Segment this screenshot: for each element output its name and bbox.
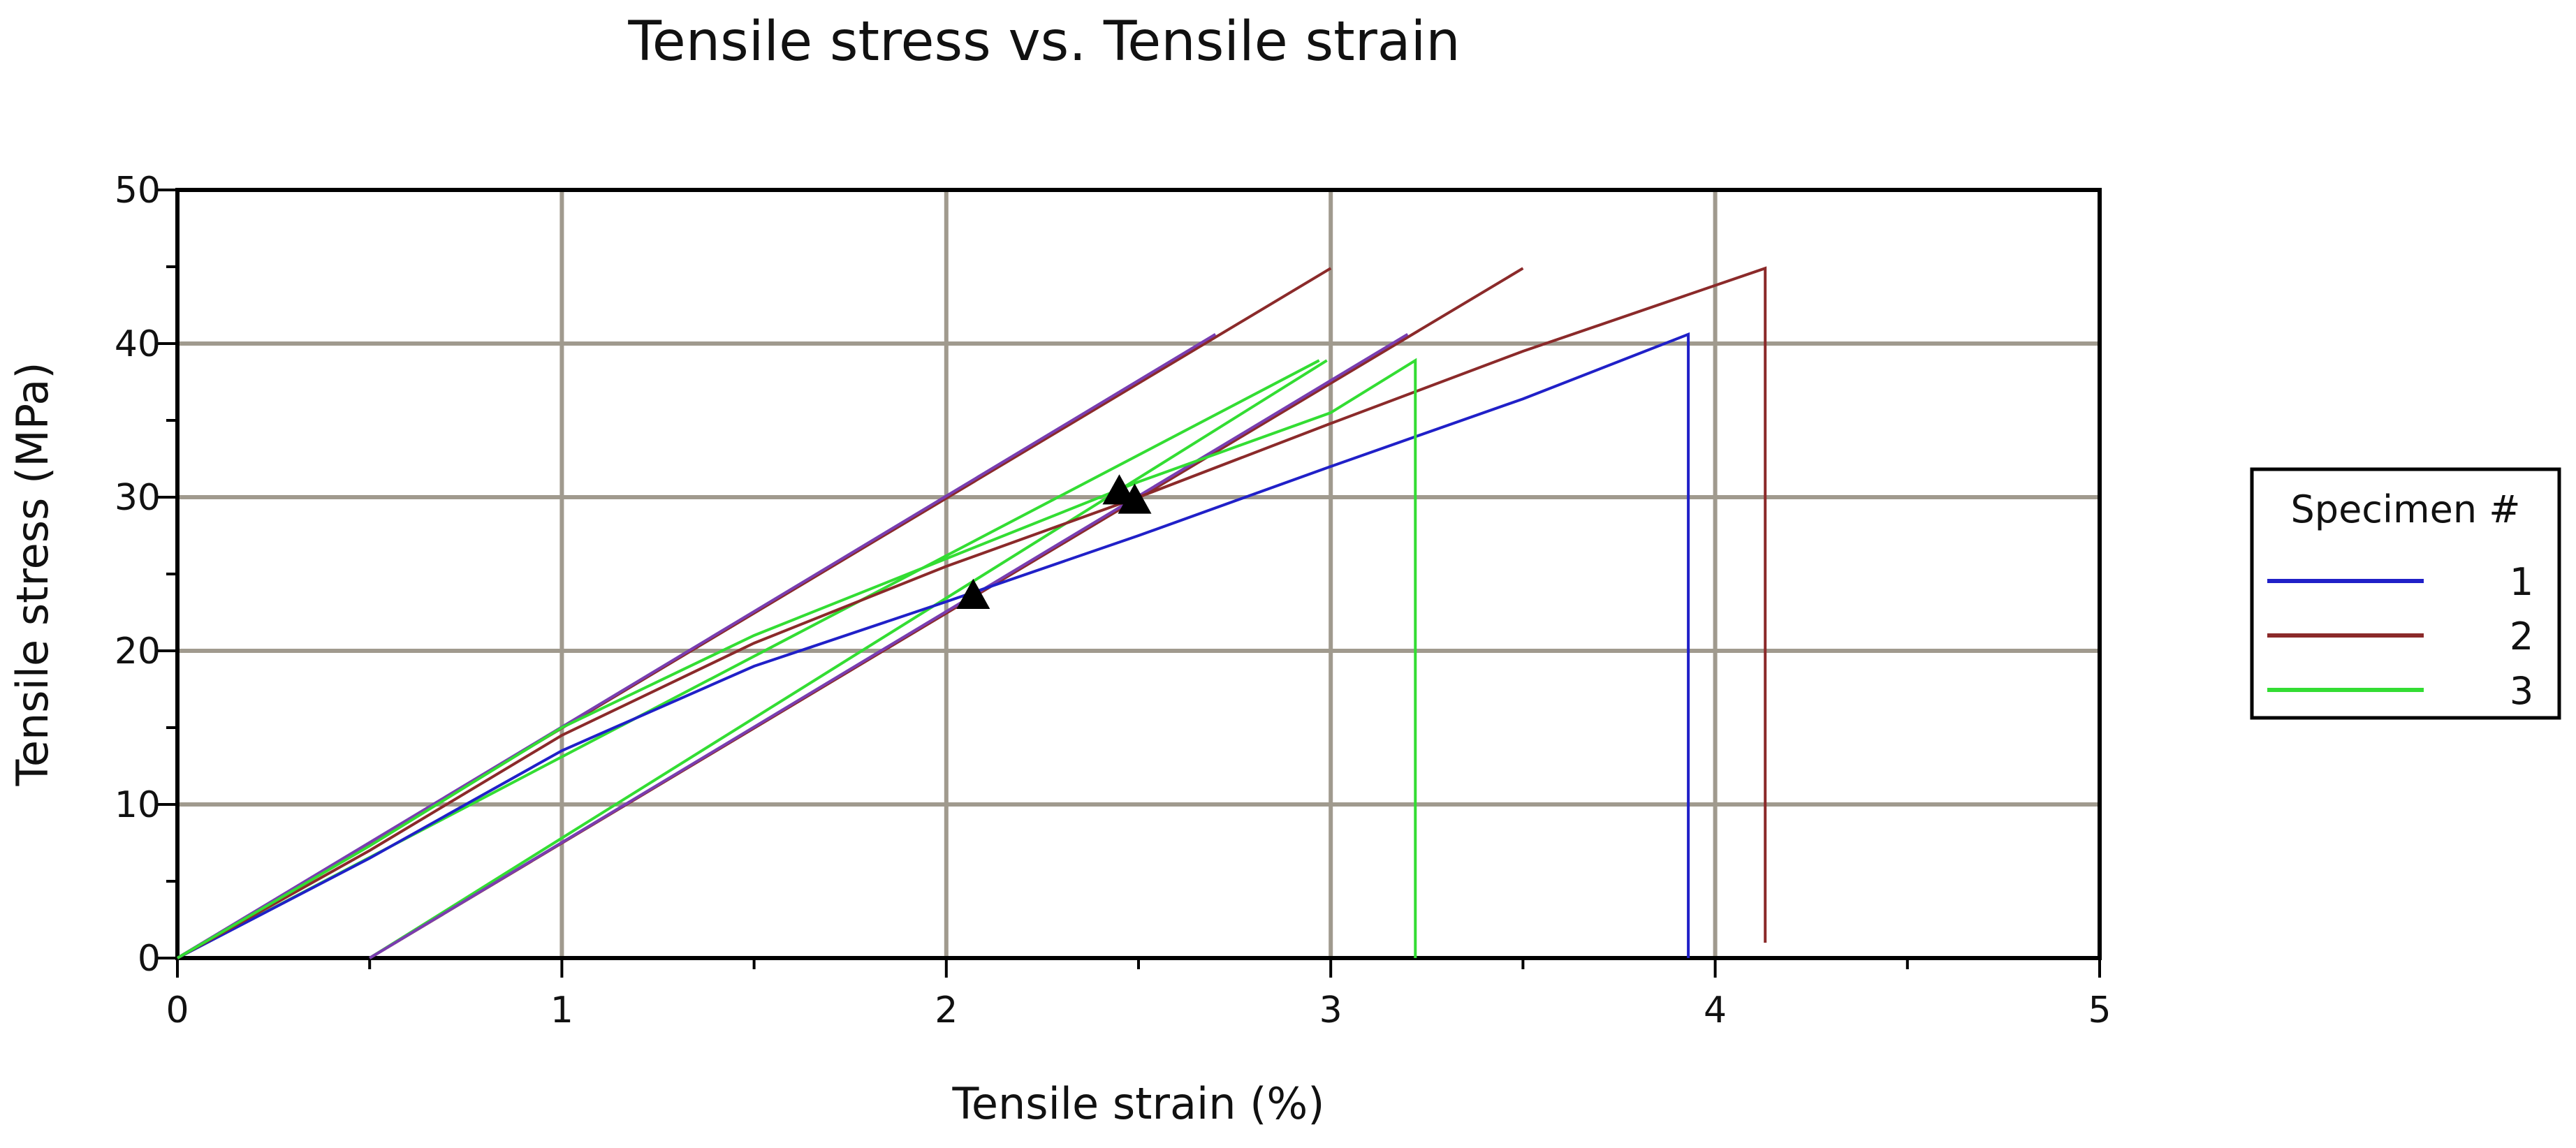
series-1-line xyxy=(177,332,1690,959)
axis-ticks xyxy=(158,189,2101,978)
y-tick-label: 20 xyxy=(115,631,161,672)
y-tick-label: 0 xyxy=(138,938,161,980)
grid-lines xyxy=(177,190,2100,958)
legend-label-2: 2 xyxy=(2510,615,2533,658)
x-tick-label: 0 xyxy=(166,989,189,1031)
offset-line xyxy=(369,359,1328,959)
series-3-line xyxy=(176,358,1417,959)
x-tick-label: 4 xyxy=(1704,989,1727,1031)
x-tick-label: 3 xyxy=(1319,989,1342,1031)
y-tick-label: 30 xyxy=(115,477,161,519)
legend-label-1: 1 xyxy=(2510,560,2533,604)
legend-label-3: 3 xyxy=(2510,669,2533,713)
offset-lines xyxy=(176,267,1524,959)
x-tick-labels: 0 1 2 3 4 5 xyxy=(166,989,2111,1031)
y-tick-label: 40 xyxy=(115,323,161,365)
series-2-yield-marker xyxy=(1118,483,1152,514)
plot-frame xyxy=(175,188,2102,960)
legend-box xyxy=(2250,467,2561,720)
chart-title: Tensile stress vs. Tensile strain xyxy=(627,10,1460,73)
y-tick-label: 50 xyxy=(115,170,161,212)
x-tick-label: 5 xyxy=(2088,989,2111,1031)
offset-line xyxy=(369,333,1409,959)
x-tick-label: 1 xyxy=(550,989,573,1031)
x-axis-label: Tensile strain (%) xyxy=(952,1078,1325,1129)
legend-items: 1 2 3 xyxy=(2267,560,2533,713)
series-1-yield-marker xyxy=(956,578,990,609)
series-2-line xyxy=(177,266,1767,959)
y-tick-labels: 0 10 20 30 40 50 xyxy=(115,170,161,980)
series-lines xyxy=(176,266,1767,959)
legend-title: Specimen # xyxy=(2291,487,2521,531)
series-3-yield-marker xyxy=(1102,474,1136,505)
offset-line xyxy=(176,333,1217,959)
y-tick-label: 10 xyxy=(115,784,161,826)
x-tick-label: 2 xyxy=(935,989,958,1031)
legend: Specimen # 1 2 3 xyxy=(2250,467,2561,720)
y-axis-label: Tensile stress (MPa) xyxy=(7,362,58,786)
yield-markers xyxy=(956,474,1152,609)
